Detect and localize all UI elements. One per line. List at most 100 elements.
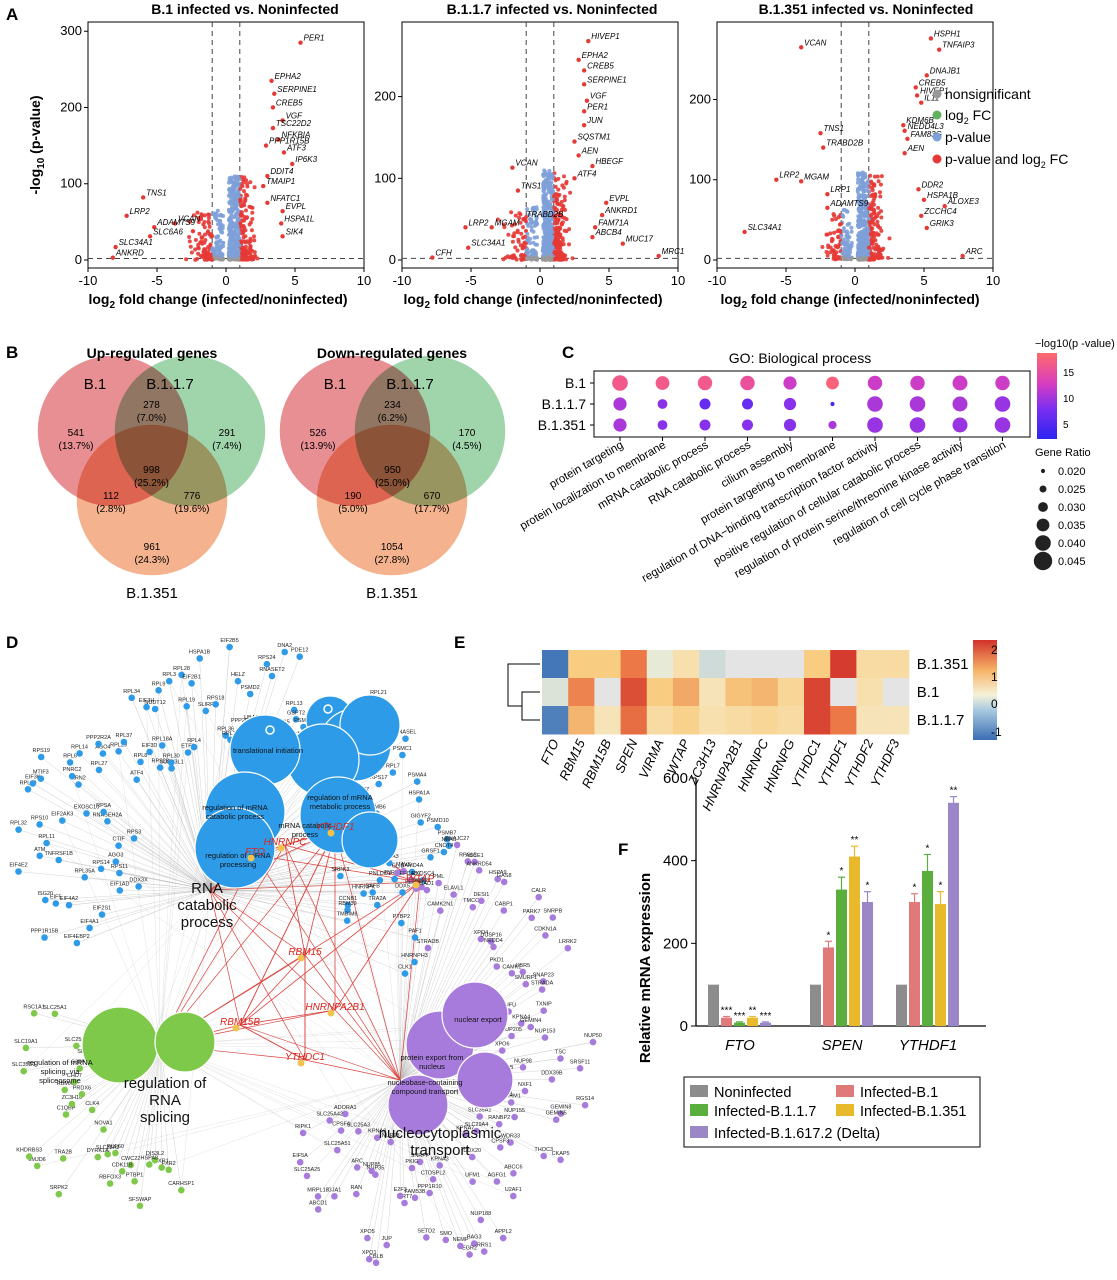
go-term-circle — [194, 807, 276, 889]
volcano-plot-b117: B.1.1.7 infected vs. Noninfected log2 fo… — [374, 1, 685, 311]
gene-node — [344, 901, 352, 909]
gene-node — [15, 826, 22, 833]
plot-frame — [87, 21, 365, 269]
volcano-point — [205, 230, 210, 235]
gene-node — [20, 1067, 28, 1075]
volcano-point — [866, 245, 871, 250]
labeled-point — [263, 143, 269, 148]
gene-node — [51, 1010, 59, 1018]
volcano-point — [548, 206, 553, 211]
gene-node — [477, 935, 485, 943]
gene-node-label: RPL10 — [20, 780, 37, 786]
dotplot-row-label: B.1.351 — [538, 417, 586, 433]
gene-node-label: XPO5 — [360, 1229, 375, 1235]
gene-node — [66, 759, 74, 766]
y-tick-label: 0 — [680, 1018, 688, 1035]
volcano-point — [188, 244, 193, 249]
gene-node — [401, 1199, 408, 1207]
venn-region-count: 291 — [219, 428, 236, 439]
gene-node — [59, 817, 66, 824]
gene-label: DNAJB1 — [930, 66, 961, 75]
volcano-point — [518, 243, 523, 248]
hub-label: regulation of — [124, 1075, 207, 1092]
gene-node-label: AGO3 — [108, 853, 123, 859]
gene-node-label: EIF4A2 — [60, 896, 78, 902]
network-edge — [209, 889, 348, 911]
venn-region-count: 112 — [103, 491, 119, 502]
venn-region-count: 670 — [424, 491, 441, 502]
volcano-point — [245, 251, 250, 255]
volcano-point — [541, 256, 546, 261]
gene-node-label: JUP — [382, 1236, 393, 1242]
network-edge-highlight — [334, 829, 401, 1081]
volcano-point — [217, 240, 222, 244]
network-edge — [209, 889, 348, 906]
heatmap-cell — [673, 678, 700, 707]
gene-node — [478, 897, 485, 905]
go-dot — [952, 417, 968, 433]
gene-label: MGAM — [495, 218, 520, 227]
gene-node-label: RPL3 — [162, 672, 176, 678]
gene-node — [100, 1126, 107, 1133]
bar-legend-swatch — [690, 1104, 708, 1116]
legend-swatch — [932, 132, 942, 142]
volcano-point — [568, 190, 573, 195]
gene-label: FAM71A — [598, 218, 629, 227]
volcano-point — [199, 212, 204, 217]
volcano-point — [878, 194, 883, 199]
volcano-legend: nonsignificant log2 FC p-value p-value a… — [932, 86, 1068, 170]
go-term-marker — [265, 725, 275, 735]
gene-label: LRP1 — [830, 185, 850, 194]
volcano-point — [869, 194, 874, 198]
volcano-point — [252, 234, 256, 239]
volcano-point — [248, 245, 253, 249]
network-edge — [134, 1044, 161, 1182]
volcano-point — [513, 213, 518, 218]
m6a-gene-label: YTHDC1 — [285, 1052, 325, 1063]
gene-node-label: ANKRD54 — [467, 861, 492, 867]
gene-node — [29, 780, 37, 787]
gene-node-label: EIF1AD — [110, 881, 129, 887]
gene-node — [52, 900, 60, 907]
heatmap-cell — [699, 678, 726, 707]
gene-node — [296, 1158, 304, 1166]
network-edge-highlight — [209, 889, 241, 1026]
panel-letter-b: B — [6, 343, 18, 362]
go-dotplot: GO: Biological process B.1 B.1.1.7 B.1.351… — [518, 338, 1115, 585]
volcano-point — [873, 238, 878, 243]
go-term-label: metabolic process — [310, 802, 371, 811]
dotplot-row-label: B.1.1.7 — [542, 396, 587, 412]
gene-node-label: CTDSPL2 — [421, 1170, 446, 1176]
volcano-point — [549, 216, 554, 221]
gene-node — [290, 706, 298, 714]
x-tick-label: -10 — [393, 273, 412, 288]
volcano-point — [562, 194, 567, 199]
gene-node — [437, 907, 444, 914]
gene-node — [281, 648, 289, 656]
venn-region-pct: (25.0%) — [375, 478, 410, 489]
volcano-point — [213, 215, 218, 220]
heatmap-cell — [751, 678, 779, 707]
gene-node-label: MAVS — [396, 862, 412, 868]
heatmap-cell — [673, 706, 700, 735]
volcano-point — [861, 245, 866, 250]
gene-node-label: STRADB — [417, 939, 440, 945]
gene-node — [100, 808, 107, 816]
gene-label: ATF4 — [577, 169, 598, 178]
gene-node — [151, 1156, 159, 1164]
volcano-point — [244, 192, 248, 197]
gene-node — [495, 1120, 503, 1128]
gene-node-label: G3BP2 — [71, 1060, 89, 1066]
labeled-point — [280, 208, 285, 214]
m6a-gene-node — [412, 881, 420, 889]
gene-node — [365, 1255, 373, 1263]
venn-region-pct: (7.0%) — [137, 413, 166, 424]
y-tick-label: 200 — [663, 935, 688, 952]
gene-node-label: EIF3H — [139, 698, 155, 704]
volcano-point — [554, 227, 558, 232]
volcano-point — [875, 174, 880, 179]
volcano-point — [878, 182, 883, 187]
gene-label: ANKRD — [115, 249, 144, 258]
heatmap-cell — [594, 678, 622, 707]
gene-node — [133, 776, 140, 783]
